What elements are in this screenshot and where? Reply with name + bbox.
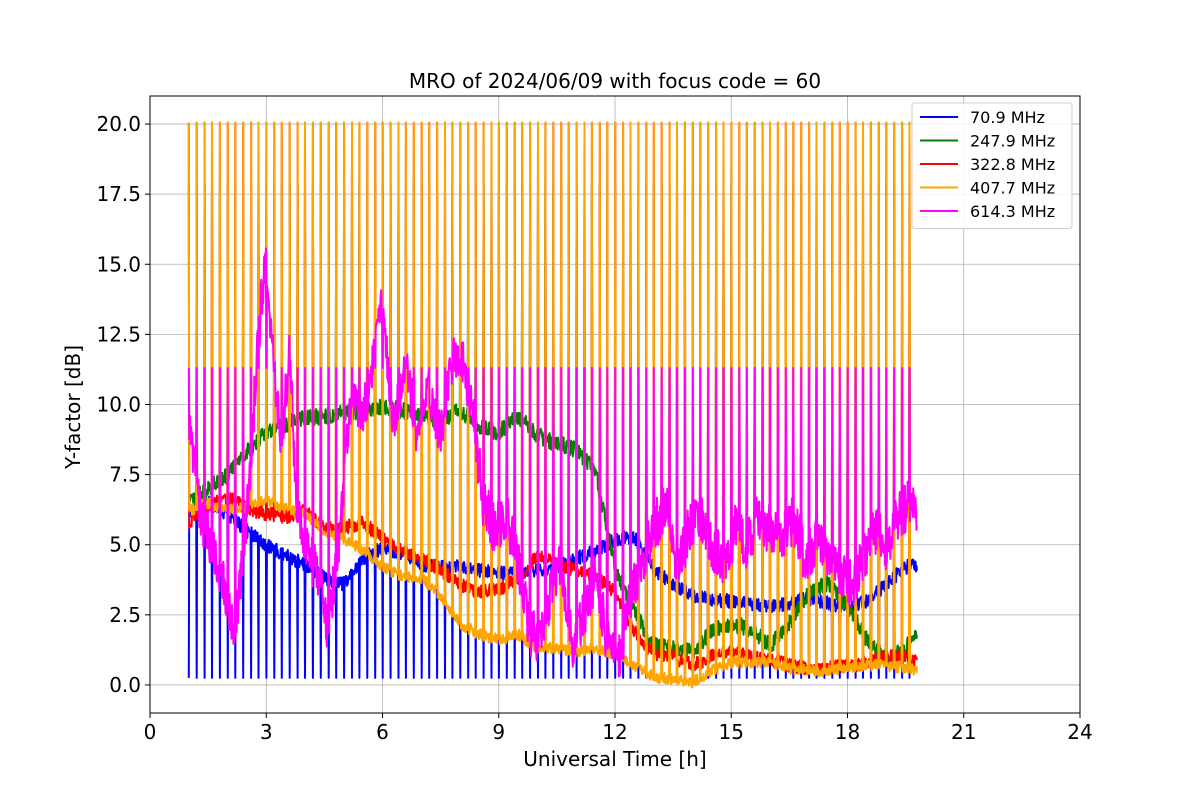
series-line-3 [187,121,918,689]
y-tick-label: 5.0 [109,533,141,557]
legend-label: 247.9 MHz [970,132,1055,151]
legend-box [911,102,1073,229]
x-tick-label: 0 [144,720,157,744]
y-tick-label: 7.5 [109,463,141,487]
series-line-4 [187,247,918,678]
legend-label: 407.7 MHz [970,179,1055,198]
y-tick-label: 12.5 [96,322,141,346]
x-tick-label: 3 [260,720,273,744]
legend: 70.9 MHz 247.9 MHz 322.8 MHz 407.7 MHz 614.3… [911,102,1073,229]
axes-layer: 0 3 6 9 12 15 18 21 24 0.0 2.5 5.0 7.5 10.0 12.5 15.0 17… [96,112,1092,744]
y-tick-label: 20.0 [96,112,141,136]
y-tick-label: 15.0 [96,252,141,276]
x-tick-label: 21 [951,720,976,744]
y-tick-label: 2.5 [109,603,141,627]
series-layer [187,121,918,689]
x-tick-label: 24 [1067,720,1092,744]
legend-label: 614.3 MHz [970,202,1055,221]
legend-label: 322.8 MHz [970,155,1055,174]
x-tick-label: 12 [602,720,627,744]
y-axis-label: Y-factor [dB] [61,345,85,470]
x-tick-label: 18 [835,720,860,744]
x-tick-label: 6 [376,720,389,744]
y-tick-label: 10.0 [96,393,141,417]
x-tick-label: 9 [492,720,505,744]
x-axis-label: Universal Time [h] [523,747,706,771]
x-tick-label: 15 [719,720,744,744]
y-tick-label: 17.5 [96,182,141,206]
legend-label: 70.9 MHz [970,108,1045,127]
chart-title: MRO of 2024/06/09 with focus code = 60 [409,69,821,93]
y-tick-label: 0.0 [109,673,141,697]
